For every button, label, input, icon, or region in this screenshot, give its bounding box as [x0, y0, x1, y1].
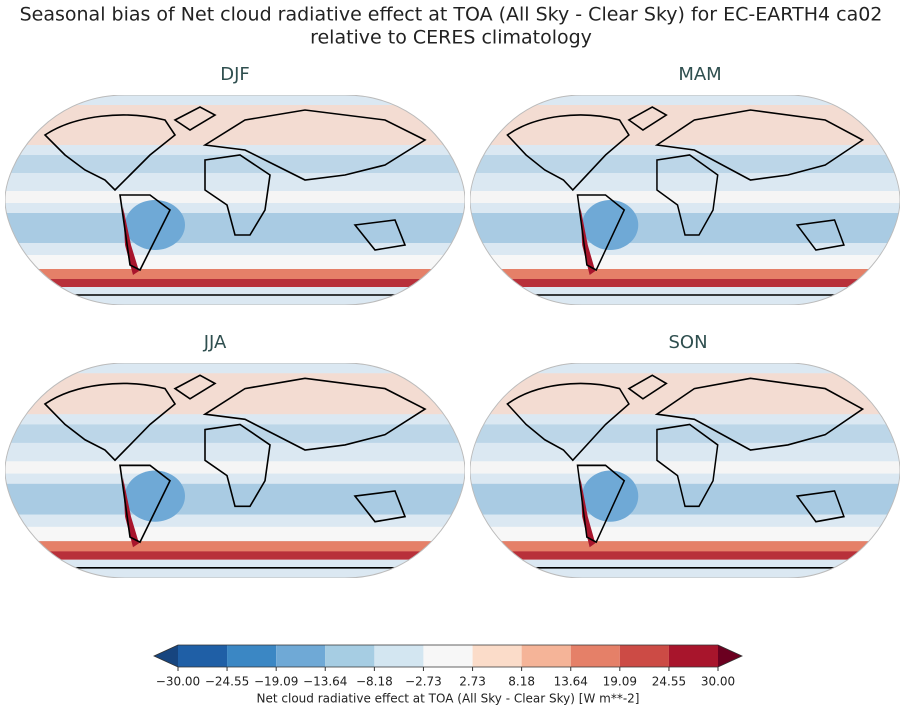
- colorbar-tick-label: 13.64: [554, 675, 588, 689]
- colorbar-tick-label: 19.09: [603, 675, 637, 689]
- colorbar-segment: [325, 645, 375, 667]
- colorbar-extend-high: [718, 645, 742, 667]
- colorbar-segment: [668, 645, 718, 667]
- colorbar-tick-label: 2.73: [459, 675, 486, 689]
- colorbar-tick-label: −8.18: [356, 675, 393, 689]
- map: [5, 363, 465, 578]
- panel-title: JJA: [203, 332, 227, 353]
- map: [470, 95, 900, 305]
- colorbar-tick-label: 30.00: [701, 675, 735, 689]
- map: [470, 363, 900, 578]
- colorbar-segment: [619, 645, 669, 667]
- panel-title: SON: [668, 332, 707, 353]
- colorbar-segment: [521, 645, 571, 667]
- colorbar-tick-label: −2.73: [405, 675, 442, 689]
- colorbar-segment: [276, 645, 326, 667]
- colorbar-tick-label: 24.55: [652, 675, 686, 689]
- colorbar-tick-label: −13.64: [303, 675, 347, 689]
- colorbar-segment: [178, 645, 228, 667]
- panel-title: DJF: [220, 64, 250, 85]
- colorbar-label: Net cloud radiative effect at TOA (All S…: [257, 692, 640, 706]
- colorbar: −30.00 −24.55 −19.09 −13.64 −8.18 −2.73 2.73 8.…: [153, 644, 743, 706]
- colorbar-segment: [374, 645, 424, 667]
- colorbar-segment: [227, 645, 277, 667]
- colorbar-segment: [472, 645, 522, 667]
- colorbar-segment: [570, 645, 620, 667]
- colorbar-extend-low: [154, 645, 178, 667]
- colorbar-tick-label: −19.09: [254, 675, 298, 689]
- colorbar-tick-label: −24.55: [205, 675, 249, 689]
- map: [5, 95, 465, 305]
- figure-subtitle: relative to CERES climatology: [310, 27, 592, 49]
- panel-title: MAM: [678, 64, 721, 85]
- colorbar-segment: [423, 645, 473, 667]
- colorbar-tick-label: 8.18: [508, 675, 535, 689]
- figure-title: Seasonal bias of Net cloud radiative eff…: [20, 4, 883, 26]
- colorbar-tick-label: −30.00: [156, 675, 200, 689]
